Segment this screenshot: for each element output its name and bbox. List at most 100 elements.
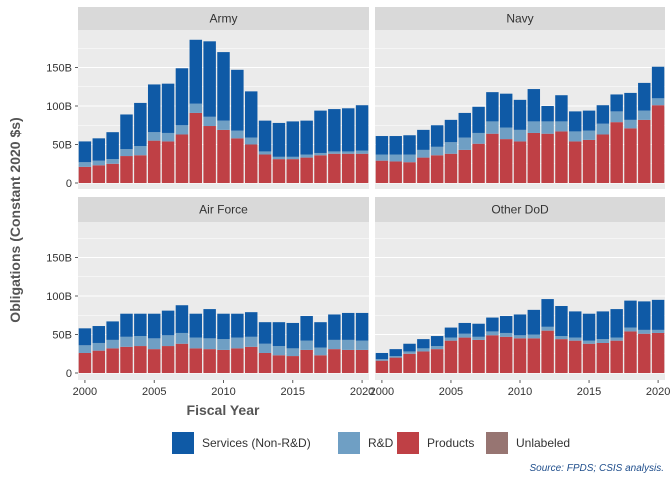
bar-segment-products — [355, 153, 369, 183]
bar-segment-services — [555, 95, 568, 122]
bar-segment-rnd — [217, 120, 230, 130]
bar-segment-services — [120, 114, 133, 150]
bar-segment-rnd — [161, 132, 175, 142]
bar-segment-rnd — [175, 332, 189, 344]
bar-segment-services — [541, 106, 554, 122]
bar-segment-rnd — [217, 339, 230, 350]
bar-segment-rnd — [596, 123, 610, 135]
bar-segment-rnd — [375, 359, 389, 361]
bar-segment-rnd — [444, 142, 458, 154]
bar-segment-services — [78, 141, 92, 163]
facet-panel: Navy — [375, 7, 665, 189]
y-tick-label: 50B — [52, 140, 72, 152]
facet-strip-title: Other DoD — [491, 203, 549, 217]
bar-segment-services — [328, 109, 341, 152]
bar-segment-services — [486, 92, 499, 122]
bar-segment-rnd — [314, 347, 327, 356]
y-tick-label: 150B — [46, 63, 72, 75]
bar-segment-services — [189, 39, 203, 104]
facet-strip-title: Navy — [506, 12, 533, 26]
bar-segment-services — [541, 299, 554, 327]
bar-segment-services — [355, 105, 369, 151]
bar-segment-services — [444, 119, 458, 143]
bar-segment-products — [638, 333, 651, 373]
bar-segment-products — [624, 331, 637, 373]
bar-segment-services — [106, 321, 119, 340]
legend-label-rnd: R&D — [368, 436, 394, 450]
bar-segment-services — [596, 311, 610, 340]
bar-segment-products — [147, 349, 161, 373]
bar-segment-products — [555, 131, 568, 183]
bar-segment-products — [638, 119, 651, 183]
bar-segment-services — [651, 299, 665, 330]
bar-segment-services — [134, 102, 147, 147]
bar-segment-products — [286, 159, 300, 183]
bar-segment-services — [403, 135, 416, 155]
bar-segment-services — [638, 301, 651, 330]
bar-segment-products — [300, 157, 313, 183]
bar-segment-rnd — [499, 332, 513, 337]
bar-segment-products — [355, 349, 369, 373]
bar-segment-products — [375, 160, 389, 183]
bar-segment-services — [231, 313, 244, 338]
bar-segment-rnd — [458, 333, 471, 338]
bar-segment-rnd — [286, 156, 300, 160]
bar-segment-products — [231, 348, 244, 373]
bar-segment-services — [258, 322, 272, 344]
bar-segment-products — [610, 122, 623, 183]
bar-segment-services — [582, 110, 596, 131]
bar-segment-rnd — [403, 154, 416, 163]
bar-segment-rnd — [134, 146, 147, 156]
bar-segment-rnd — [286, 348, 300, 357]
x-tick-label: 2010 — [211, 386, 235, 398]
bar-segment-services — [217, 313, 230, 340]
bar-segment-products — [189, 112, 203, 183]
bar-segment-services — [258, 120, 272, 152]
bar-segment-services — [120, 313, 133, 337]
bar-segment-rnd — [120, 336, 133, 347]
bar-segment-products — [134, 155, 147, 183]
bar-segment-rnd — [527, 334, 541, 339]
bar-segment-products — [610, 340, 623, 373]
bar-segment-rnd — [610, 111, 623, 123]
bar-segment-rnd — [106, 159, 119, 164]
y-tick-label: 0 — [66, 368, 72, 380]
bar-segment-products — [314, 355, 327, 373]
facet-strip — [78, 197, 369, 222]
bar-segment-products — [596, 342, 610, 373]
bar-segment-services — [341, 312, 355, 340]
legend-swatch-unlabeled — [486, 432, 508, 454]
bar-segment-rnd — [555, 121, 568, 132]
bar-segment-products — [314, 155, 327, 183]
y-axis-title: Obligations (Constant 2020 $s) — [7, 117, 23, 322]
bar-segment-services — [92, 326, 106, 343]
bar-segment-services — [569, 111, 582, 132]
bar-segment-products — [161, 141, 175, 183]
bar-segment-services — [430, 125, 444, 147]
bar-segment-products — [513, 338, 527, 373]
bar-segment-rnd — [272, 346, 286, 356]
bar-segment-services — [444, 327, 458, 338]
y-tick-label: 50B — [52, 330, 72, 342]
bar-segment-products — [258, 352, 272, 373]
bar-segment-services — [417, 129, 430, 150]
bar-segment-rnd — [569, 337, 582, 341]
bar-segment-products — [472, 143, 485, 183]
legend-swatch-products — [397, 432, 419, 454]
bar-segment-products — [300, 349, 313, 373]
bar-segment-products — [244, 346, 258, 373]
bar-segment-services — [217, 52, 230, 121]
bar-segment-products — [624, 128, 637, 183]
bar-segment-services — [147, 84, 161, 133]
bar-segment-services — [624, 92, 637, 120]
bar-segment-products — [106, 348, 119, 373]
facet-strip — [375, 7, 665, 30]
bar-segment-rnd — [430, 146, 444, 156]
bar-segment-services — [513, 314, 527, 336]
bar-segment-services — [272, 322, 286, 347]
x-tick-label: 2020 — [350, 386, 374, 398]
bar-segment-rnd — [147, 338, 161, 350]
bar-segment-services — [286, 322, 300, 349]
bar-segment-services — [244, 312, 258, 337]
y-tick-label: 0 — [66, 178, 72, 190]
